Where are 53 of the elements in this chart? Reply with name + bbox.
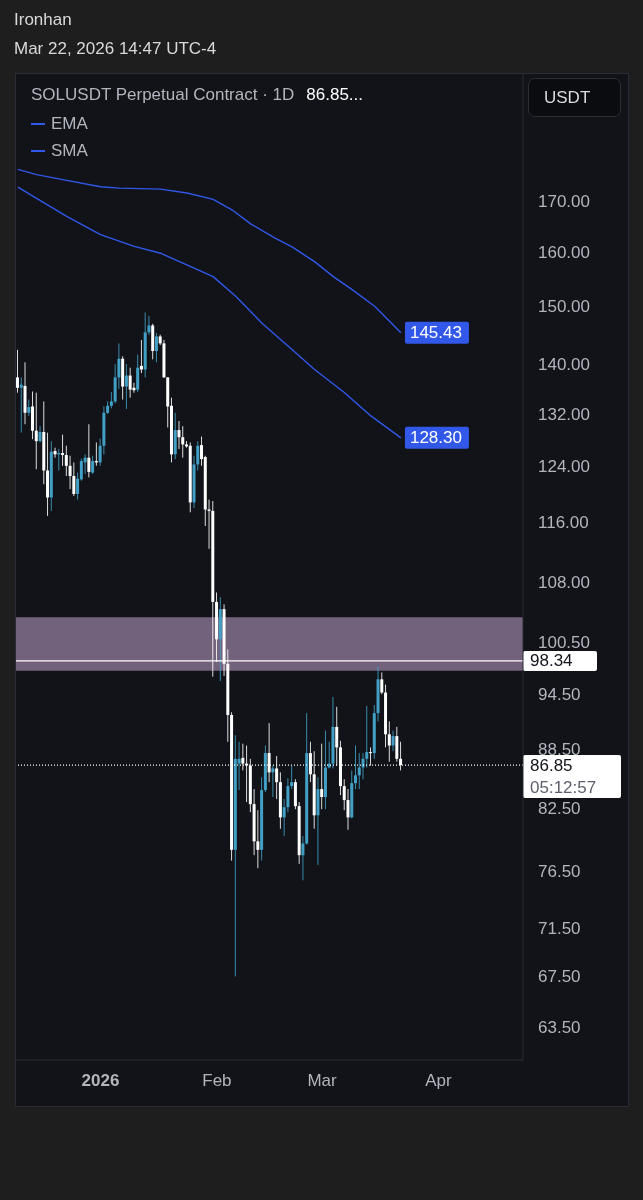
candlestick (380, 671, 384, 695)
y-tick-label: 71.50 (538, 918, 581, 938)
candlestick (61, 434, 65, 467)
y-tick-label: 63.50 (538, 1018, 581, 1038)
y-tick-label: 116.00 (538, 512, 589, 532)
y-tick-label: 100.50 (538, 633, 590, 653)
data-label: 145.43 (409, 323, 462, 343)
text: Ironhan (14, 10, 72, 29)
x-tick-label: Apr (425, 1070, 453, 1090)
candlestick (53, 447, 57, 459)
ref-line-label: 98.34 (530, 651, 573, 671)
text: Mar 22, 2026 14:47 UTC-4 (14, 39, 217, 58)
x-tick-label: 2026 (81, 1070, 120, 1090)
candlestick (177, 420, 181, 450)
candlestick (79, 457, 83, 482)
candlestick (293, 778, 297, 810)
y-tick-label: 132.00 (538, 404, 590, 424)
y-tick-label: 160.00 (538, 243, 590, 263)
text: 86.85... (306, 85, 364, 104)
legend-label: EMA (51, 113, 88, 134)
y-tick-label: 150.00 (538, 297, 590, 317)
y-tick-label: 140.00 (538, 355, 590, 375)
candlestick (19, 376, 23, 434)
candlestick (136, 354, 140, 393)
text: SOLUSDT Perpetual Contract · 1D (31, 85, 295, 104)
candlestick (387, 720, 391, 763)
candlestick (87, 423, 91, 478)
line-series (17, 168, 402, 334)
text: 05:12:57 (530, 777, 597, 797)
candlestick (391, 730, 395, 752)
candlestick (357, 752, 361, 790)
data-label: 128.30 (409, 428, 462, 448)
x-tick-label: Feb (202, 1070, 232, 1090)
legend-label: SMA (51, 140, 88, 161)
y-tick-label: 76.50 (538, 862, 581, 881)
y-axis-title: USDT (544, 88, 591, 107)
candlestick (16, 349, 19, 394)
candlestick (271, 765, 275, 798)
line-series (17, 186, 402, 439)
y-tick-label: 94.50 (538, 684, 581, 704)
y-tick-label: 170.00 (538, 192, 590, 212)
candlestick (76, 472, 80, 501)
candlestick (395, 726, 399, 763)
y-tick-label: 67.50 (538, 966, 581, 986)
candlestick (154, 332, 158, 363)
candlestick (354, 745, 357, 790)
candlestick (91, 455, 95, 475)
y-tick-label: 124.00 (538, 456, 590, 476)
y-tick-label: 82.50 (538, 798, 581, 818)
x-tick-label: Mar (307, 1070, 338, 1090)
candlestick (128, 367, 132, 399)
y-tick-label: 108.00 (538, 572, 590, 592)
candlestick (124, 363, 128, 410)
